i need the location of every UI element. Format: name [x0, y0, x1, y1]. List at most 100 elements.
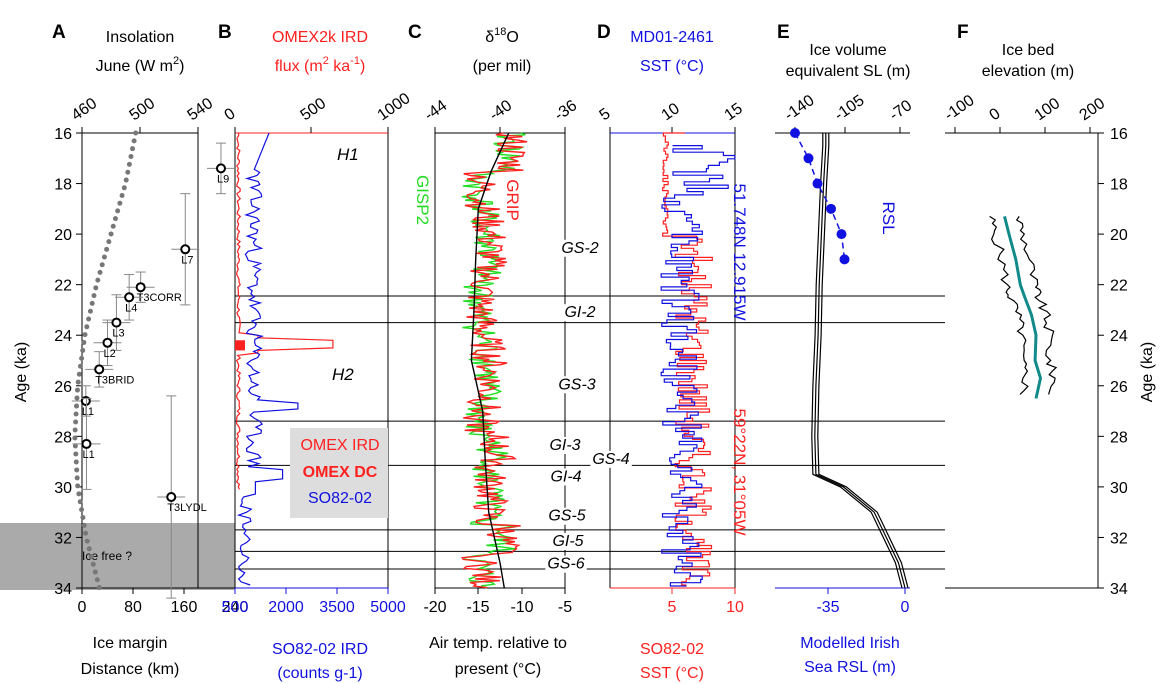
panel-d-title-line1: MD01-2461: [630, 29, 714, 46]
panel-e-title-line2: equivalent SL (m): [786, 63, 911, 80]
panel-d-bottom-tick-label: 10: [726, 599, 744, 616]
ice-margin-point-label: T3LYDL: [167, 502, 207, 514]
so82-02-ird-line: [236, 132, 299, 586]
event-lines: [235, 295, 945, 570]
omex-ird-line: [235, 132, 334, 490]
stadial-label-background: [556, 376, 598, 394]
panel-c-top-tick-label: -44: [422, 97, 451, 124]
stadial-label: GI-5: [552, 533, 583, 550]
panel-c-letter: C: [408, 22, 422, 43]
panel-b-legend-background: [290, 428, 388, 518]
ice-margin-point: [80, 395, 91, 406]
rsl-point: [826, 203, 836, 214]
panel-a-title-line1: Insolation: [106, 29, 175, 46]
panel-a-bottom-tick-label: 0: [78, 599, 87, 616]
panel-a-bottom-tick-label: 160: [171, 599, 198, 616]
panel-f-top-tick-label: 0: [987, 105, 1004, 124]
panel-d-bottom-label-1: SO82-02: [640, 641, 704, 658]
stadial-label-background: [559, 239, 601, 257]
age-tick-label-left: 26: [54, 379, 72, 396]
stadial-label-background: [590, 450, 632, 468]
panel-b-title-close: ): [360, 58, 365, 75]
h2-label: H2: [332, 365, 354, 384]
panel-e-top-tick-label: -140: [782, 92, 818, 124]
panel-b-bottom-tick-label: 5000: [370, 599, 406, 616]
ice-free-shaded-region: [0, 523, 235, 590]
panel-f-title-line1: Ice bed: [1002, 42, 1054, 59]
panel-b-title-line2: flux (m2 ka-1): [275, 55, 366, 75]
ice-free-label: Ice free ?: [82, 549, 132, 563]
age-tick-label-left: 32: [54, 530, 72, 547]
legend-omex-ird: OMEX IRD: [300, 437, 379, 454]
panel-b-title-line1: OMEX2k IRD: [272, 29, 368, 46]
omex-dc-marker: [235, 340, 245, 351]
grip-label: GRIP: [503, 179, 522, 221]
ice-margin-point: [215, 163, 226, 174]
panel-c-title-line2: (per mil): [473, 58, 532, 75]
panel-e-bottom-tick-label: 0: [901, 599, 910, 616]
ice-margin-point: [180, 244, 191, 255]
panel-c-bottom-tick-label: -15: [466, 599, 489, 616]
panel-e-top-tick-label: -70: [887, 97, 916, 124]
panel-f-top-tick-label: 100: [1032, 95, 1064, 124]
panel-a-bottom-tick-label: 80: [124, 599, 142, 616]
panel-a-letter: A: [52, 22, 66, 43]
ice-margin-point-label: L1: [82, 406, 94, 418]
panel-c-top-tick-label: -40: [487, 97, 516, 124]
panel-b-bottom-tick-label: 500: [222, 599, 249, 616]
age-tick-label-right: 18: [1110, 177, 1128, 194]
panel-e-bottom-label-2: Sea RSL (m): [804, 659, 896, 676]
panel-f-top-tick-label: 200: [1077, 95, 1109, 124]
age-tick-label-right: 24: [1110, 328, 1128, 345]
age-tick-label-left: 20: [54, 227, 72, 244]
age-tick-label-right: 22: [1110, 278, 1128, 295]
panel-c-title-sup: 18: [494, 26, 506, 38]
stadial-label-background: [562, 304, 598, 322]
ice-margin-point-label: L2: [104, 348, 116, 360]
panel-b-title-sup2: 2: [323, 55, 329, 67]
age-tick-label-right: 32: [1110, 530, 1128, 547]
so82-coordinates-label: 59°22N, 31°05W: [730, 408, 749, 535]
stadial-label-background: [550, 532, 586, 550]
ice-margin-point-label: L1: [82, 449, 94, 461]
age-tick-label-left: 16: [54, 126, 72, 143]
panel-c-bottom-label-2: present (°C): [455, 661, 541, 678]
age-tick-label-left: 22: [54, 278, 72, 295]
ice-bed-lower-bound: [989, 215, 1029, 395]
legend-omex-dc: OMEX DC: [303, 464, 378, 481]
rsl-point: [790, 128, 800, 138]
ice-bed-upper-bound: [1015, 216, 1058, 395]
ice-margin-point-label: L4: [125, 302, 137, 314]
panel-f-title-line2: elevation (m): [982, 63, 1074, 80]
modelled-rsl-line: [817, 133, 909, 589]
panel-a-top-tick-label: 500: [127, 95, 159, 124]
age-tick-label-left: 24: [54, 328, 72, 345]
ice-margin-point-label: T3BRID: [95, 374, 134, 386]
grip-line: [460, 132, 528, 589]
panel-d-top-tick-label: 5: [597, 105, 614, 124]
panel-b-top-tick-label: 0: [222, 105, 239, 124]
panel-c-bottom-tick-label: -5: [558, 599, 572, 616]
ice-margin-point-label: L9: [217, 173, 229, 185]
panel-b-title-sup3: -1: [350, 55, 360, 67]
age-tick-label-right: 26: [1110, 379, 1128, 396]
stadial-label-background: [546, 507, 588, 525]
age-tick-label-left: 18: [54, 177, 72, 194]
panel-a-title-line2: June (W m2): [96, 55, 185, 75]
stadial-label: GS-5: [548, 508, 585, 525]
rsl-point: [836, 229, 847, 240]
panel-d-letter: D: [597, 22, 611, 43]
panel-f-letter: F: [957, 22, 969, 43]
panel-a-bottom-label-1: Ice margin: [93, 635, 168, 652]
gisp2-line: [461, 132, 526, 589]
stadial-label-background: [545, 555, 587, 573]
modelled-rsl-line: [814, 133, 906, 589]
panel-c-bottom-tick-label: -20: [423, 599, 446, 616]
panel-a-top-tick-label: 540: [185, 95, 217, 124]
panel-e-bottom-label-1: Modelled Irish: [800, 635, 900, 652]
panel-e-top-tick-label: -105: [832, 92, 868, 124]
age-tick-label-left: 28: [54, 429, 72, 446]
ice-margin-point-label: T3CORR: [137, 292, 182, 304]
stadial-labels: GS-2 GI-2 GS-3 GI-3 GS-4 GI-4 GS-5 GI-5 GS-6: [545, 239, 632, 573]
